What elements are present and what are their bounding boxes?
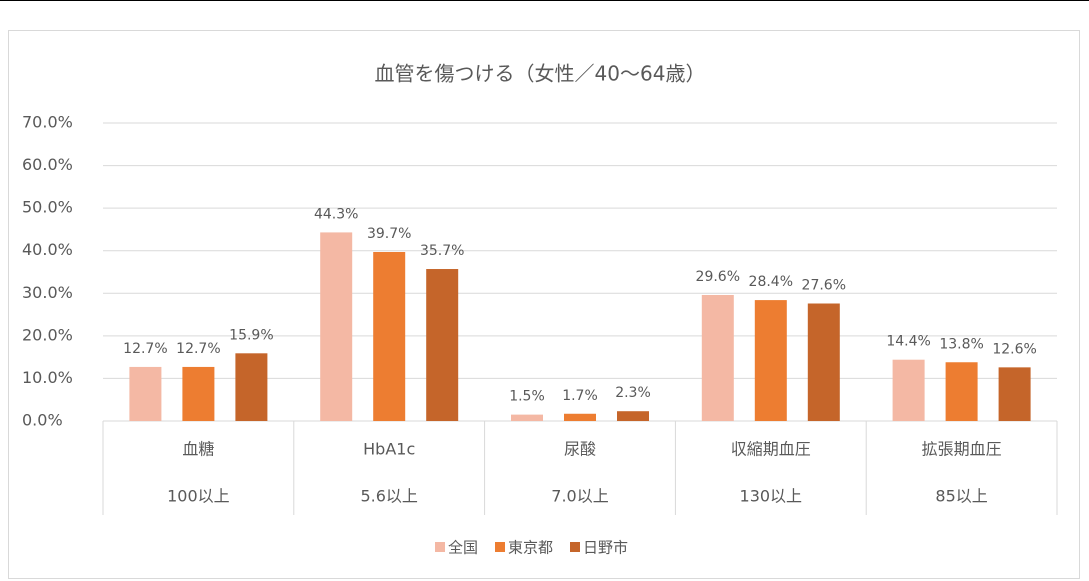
x-tick-label: 尿酸 — [564, 440, 596, 459]
y-tick-label: 70.0% — [22, 113, 73, 132]
x-tick-sublabel: 5.6以上 — [360, 487, 417, 506]
bar — [426, 269, 459, 421]
legend-swatch — [570, 542, 580, 552]
y-tick-label: 40.0% — [22, 240, 73, 259]
data-label: 15.9% — [229, 327, 273, 343]
y-tick-label: 10.0% — [22, 368, 73, 387]
x-tick-label: 拡張期血圧 — [922, 440, 1002, 459]
x-tick-sublabel: 130以上 — [740, 487, 803, 506]
y-tick-label: 50.0% — [22, 198, 73, 217]
x-tick-label: HbA1c — [363, 440, 415, 459]
bar — [511, 414, 543, 421]
y-tick-label: 20.0% — [22, 325, 73, 344]
bar — [998, 367, 1031, 421]
data-label: 35.7% — [420, 243, 464, 259]
y-tick-label: 30.0% — [22, 283, 73, 302]
bar — [564, 413, 596, 421]
legend-label: 日野市 — [583, 539, 628, 557]
chart-title: 血管を傷つける（女性／40～64歳） — [375, 62, 706, 86]
legend-label: 東京都 — [508, 539, 553, 557]
data-label: 1.5% — [509, 389, 545, 405]
data-label: 12.7% — [123, 341, 167, 357]
data-label: 28.4% — [749, 274, 793, 290]
y-tick-label: 60.0% — [22, 155, 73, 174]
data-label: 1.7% — [562, 388, 598, 404]
data-label: 2.3% — [615, 385, 651, 401]
data-label: 29.6% — [696, 269, 740, 285]
data-label: 39.7% — [367, 226, 411, 242]
x-tick-sublabel: 100以上 — [167, 487, 230, 506]
bar — [945, 362, 978, 421]
bar — [807, 303, 840, 421]
bar — [235, 353, 268, 421]
x-tick-sublabel: 7.0以上 — [551, 487, 608, 506]
bar — [182, 366, 215, 421]
legend-swatch — [495, 542, 505, 552]
bar — [617, 411, 649, 421]
x-tick-label: 収縮期血圧 — [731, 440, 811, 459]
legend-label: 全国 — [448, 539, 478, 557]
bar — [129, 366, 162, 421]
data-label: 14.4% — [886, 334, 930, 350]
legend-swatch — [435, 542, 445, 552]
bar — [754, 300, 787, 421]
data-label: 44.3% — [314, 206, 358, 222]
data-label: 13.8% — [939, 336, 983, 352]
bar — [892, 359, 925, 421]
data-label: 12.7% — [176, 341, 220, 357]
y-tick-label: 0.0% — [22, 411, 63, 430]
bar — [320, 232, 353, 421]
data-label: 12.6% — [992, 341, 1036, 357]
x-tick-sublabel: 85以上 — [935, 487, 987, 506]
data-label: 27.6% — [802, 278, 846, 294]
chart-frame — [8, 30, 1080, 579]
bar — [373, 251, 406, 421]
x-tick-label: 血糖 — [182, 440, 214, 459]
bar — [701, 294, 734, 421]
